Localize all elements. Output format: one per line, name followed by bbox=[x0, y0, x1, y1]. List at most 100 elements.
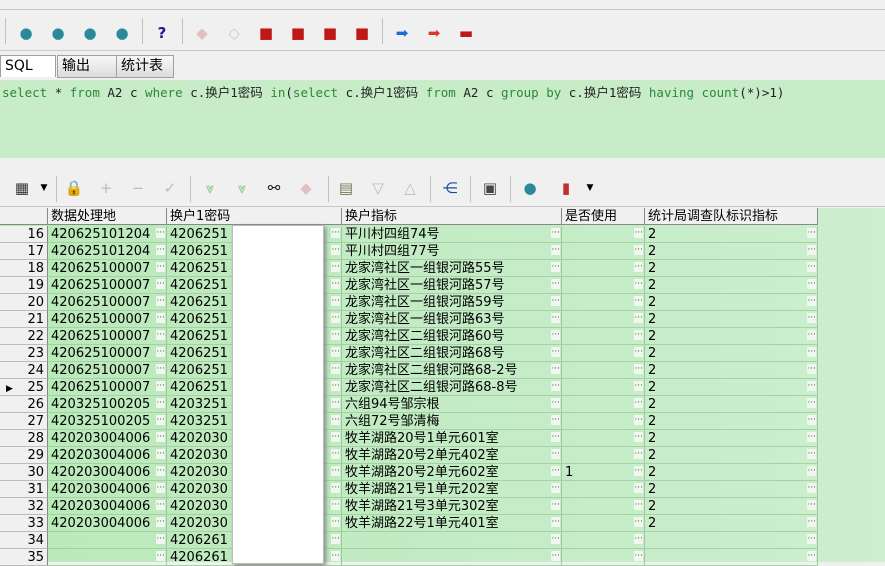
grid-cell[interactable]: 2 ··· bbox=[645, 277, 818, 294]
db-refresh-icon[interactable]: ● bbox=[523, 179, 537, 197]
ellipsis-button[interactable]: ··· bbox=[634, 432, 643, 442]
grid-cell[interactable]: ··· bbox=[562, 345, 645, 362]
binoculars-db-icon[interactable]: ● bbox=[83, 24, 97, 42]
ellipsis-button[interactable]: ··· bbox=[807, 551, 816, 561]
grid-cell[interactable]: 牧羊湖路21号3单元302室 ··· bbox=[342, 498, 562, 515]
grid-cell[interactable]: 2 ··· bbox=[645, 413, 818, 430]
ellipsis-button[interactable]: ··· bbox=[551, 398, 560, 408]
ellipsis-button[interactable]: ··· bbox=[634, 364, 643, 374]
minus-icon[interactable]: − bbox=[131, 179, 145, 197]
sql-editor[interactable]: select * from A2 c where c.换户1密码 in(sele… bbox=[0, 80, 885, 158]
grid-cell[interactable]: 龙家湾社区二组银河路68号 ··· bbox=[342, 345, 562, 362]
grid-cell[interactable]: ··· bbox=[562, 294, 645, 311]
grid-cell[interactable]: 牧羊湖路22号1单元401室 ··· bbox=[342, 515, 562, 532]
data-grid[interactable]: 数据处理地 换户1密码 换户指标 是否使用 统计局调查队标识指标 16 4206251012… bbox=[0, 208, 885, 566]
ellipsis-button[interactable]: ··· bbox=[807, 347, 816, 357]
grid-cell[interactable]: 420203004006 ··· bbox=[48, 515, 167, 532]
ellipsis-button[interactable]: ··· bbox=[807, 364, 816, 374]
ellipsis-button[interactable]: ··· bbox=[634, 279, 643, 289]
ellipsis-button[interactable]: ··· bbox=[331, 330, 340, 340]
plus-icon[interactable]: + bbox=[99, 179, 113, 197]
ellipsis-button[interactable]: ··· bbox=[331, 483, 340, 493]
blue-arrow-right-icon[interactable]: ➡ bbox=[395, 24, 409, 42]
ellipsis-button[interactable]: ··· bbox=[634, 347, 643, 357]
ellipsis-button[interactable]: ··· bbox=[331, 415, 340, 425]
ellipsis-button[interactable]: ··· bbox=[156, 228, 165, 238]
ellipsis-button[interactable]: ··· bbox=[551, 551, 560, 561]
ellipsis-button[interactable]: ··· bbox=[551, 364, 560, 374]
row-header[interactable]: 33 bbox=[0, 515, 48, 532]
ellipsis-button[interactable]: ··· bbox=[156, 296, 165, 306]
ellipsis-button[interactable]: ··· bbox=[807, 500, 816, 510]
grid-cell[interactable]: 420625100007 ··· bbox=[48, 260, 167, 277]
grid-cell[interactable]: ··· bbox=[562, 328, 645, 345]
ellipsis-button[interactable]: ··· bbox=[156, 449, 165, 459]
grid-cell[interactable]: 六组94号邹宗根 ··· bbox=[342, 396, 562, 413]
row-header[interactable]: 28 bbox=[0, 430, 48, 447]
ellipsis-button[interactable]: ··· bbox=[331, 347, 340, 357]
ellipsis-button[interactable]: ··· bbox=[331, 364, 340, 374]
book-copy-icon[interactable]: ■ bbox=[322, 24, 338, 42]
row-header[interactable]: 27 bbox=[0, 413, 48, 430]
grid-cell[interactable]: ··· bbox=[562, 226, 645, 243]
ellipsis-button[interactable]: ··· bbox=[807, 245, 816, 255]
ellipsis-button[interactable]: ··· bbox=[551, 228, 560, 238]
grid-cell[interactable]: 2 ··· bbox=[645, 362, 818, 379]
ellipsis-button[interactable]: ··· bbox=[634, 551, 643, 561]
ellipsis-button[interactable]: ··· bbox=[634, 449, 643, 459]
row-header[interactable]: 30 bbox=[0, 464, 48, 481]
grid-cell[interactable]: 420325100205 ··· bbox=[48, 396, 167, 413]
tab-output[interactable]: 输出 bbox=[57, 55, 117, 78]
ellipsis-button[interactable]: ··· bbox=[551, 500, 560, 510]
ellipsis-button[interactable]: ··· bbox=[156, 313, 165, 323]
ellipsis-button[interactable]: ··· bbox=[551, 296, 560, 306]
row-header[interactable]: 17 bbox=[0, 243, 48, 260]
ellipsis-button[interactable]: ··· bbox=[634, 330, 643, 340]
grid-cell[interactable]: 2 ··· bbox=[645, 226, 818, 243]
ellipsis-button[interactable]: ··· bbox=[331, 466, 340, 476]
db-disconnect-icon[interactable]: ● bbox=[115, 24, 129, 42]
chart-icon[interactable]: ▮ bbox=[561, 179, 571, 197]
ellipsis-button[interactable]: ··· bbox=[551, 534, 560, 544]
tree-icon[interactable]: ⋲ bbox=[442, 179, 458, 197]
grid-cell[interactable]: 420625100007 ··· bbox=[48, 362, 167, 379]
chart-dropdown-arrow[interactable]: ▼ bbox=[586, 183, 594, 193]
grid-cell[interactable]: ··· bbox=[562, 260, 645, 277]
ellipsis-button[interactable]: ··· bbox=[331, 534, 340, 544]
grid-cell[interactable]: ··· bbox=[562, 311, 645, 328]
paste-icon[interactable]: ▤ bbox=[338, 179, 354, 197]
book-open-icon[interactable]: ◇ bbox=[228, 24, 240, 42]
grid-cell[interactable]: 牧羊湖路20号1单元601室 ··· bbox=[342, 430, 562, 447]
grid-cell[interactable]: 420203004006 ··· bbox=[48, 447, 167, 464]
ellipsis-button[interactable]: ··· bbox=[551, 432, 560, 442]
ellipsis-button[interactable]: ··· bbox=[634, 262, 643, 272]
ellipsis-button[interactable]: ··· bbox=[156, 415, 165, 425]
grid-cell[interactable]: 2 ··· bbox=[645, 379, 818, 396]
down-double-bar-icon[interactable]: ⩔ bbox=[237, 179, 247, 197]
ellipsis-button[interactable]: ··· bbox=[156, 347, 165, 357]
ellipsis-button[interactable]: ··· bbox=[551, 449, 560, 459]
ellipsis-button[interactable]: ··· bbox=[331, 313, 340, 323]
grid-cell[interactable]: ··· bbox=[562, 379, 645, 396]
grid-cell[interactable]: 2 ··· bbox=[645, 345, 818, 362]
ellipsis-button[interactable]: ··· bbox=[634, 245, 643, 255]
grid-cell[interactable]: 龙家湾社区二组银河路68-2号 ··· bbox=[342, 362, 562, 379]
grid-cell[interactable]: 龙家湾社区一组银河路59号 ··· bbox=[342, 294, 562, 311]
ellipsis-button[interactable]: ··· bbox=[156, 330, 165, 340]
grid-cell[interactable]: 牧羊湖路21号1单元202室 ··· bbox=[342, 481, 562, 498]
ellipsis-button[interactable]: ··· bbox=[331, 296, 340, 306]
ellipsis-button[interactable]: ··· bbox=[634, 398, 643, 408]
grid-cell[interactable]: ··· bbox=[562, 515, 645, 532]
ellipsis-button[interactable]: ··· bbox=[807, 262, 816, 272]
grid-cell[interactable]: ··· bbox=[562, 447, 645, 464]
row-header[interactable]: 31 bbox=[0, 481, 48, 498]
ellipsis-button[interactable]: ··· bbox=[156, 245, 165, 255]
ellipsis-button[interactable]: ··· bbox=[331, 449, 340, 459]
ellipsis-button[interactable]: ··· bbox=[634, 500, 643, 510]
ellipsis-button[interactable]: ··· bbox=[156, 364, 165, 374]
ellipsis-button[interactable]: ··· bbox=[156, 381, 165, 391]
grid-cell[interactable]: 2 ··· bbox=[645, 481, 818, 498]
ellipsis-button[interactable]: ··· bbox=[156, 279, 165, 289]
ellipsis-button[interactable]: ··· bbox=[807, 466, 816, 476]
grid-cell[interactable]: 牧羊湖路20号2单元402室 ··· bbox=[342, 447, 562, 464]
